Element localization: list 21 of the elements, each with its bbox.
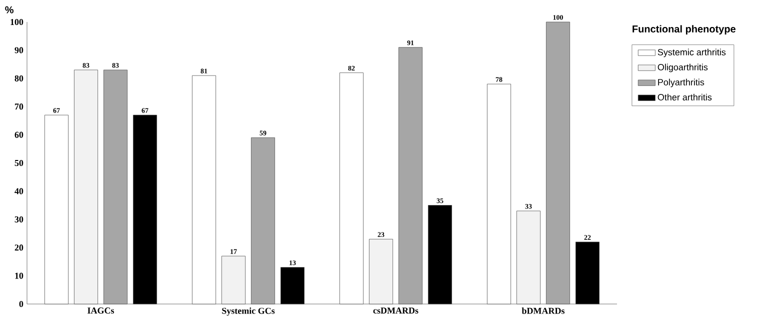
x-tick-label: Systemic GCs [222,308,275,316]
y-tick-label: 30 [14,216,24,222]
legend-label: Systemic arthritis [658,48,726,58]
legend-label: Oligoarthritis [658,64,708,72]
legend-title: Functional phenotype [632,25,736,34]
y-axis-title: % [5,6,14,14]
y-tick-label: 70 [14,104,24,110]
y-tick-label: 0 [19,300,24,308]
y-tick-label: 100 [10,18,24,26]
y-tick-label: 90 [14,47,24,54]
y-tick-label: 50 [14,160,24,166]
legend-label: Other arthritis [658,94,712,100]
y-tick-label: 40 [14,188,24,194]
x-tick-label: IAGCs [88,308,114,314]
y-tick-label: 20 [14,244,24,251]
y-tick-label: 80 [14,75,24,82]
legend-label: Polyarthritis [658,78,704,88]
y-tick-label: 60 [14,132,24,138]
y-tick-label: 10 [15,272,24,279]
x-tick-label: bDMARDs [522,308,565,314]
x-tick-label: csDMARDs [373,308,418,314]
